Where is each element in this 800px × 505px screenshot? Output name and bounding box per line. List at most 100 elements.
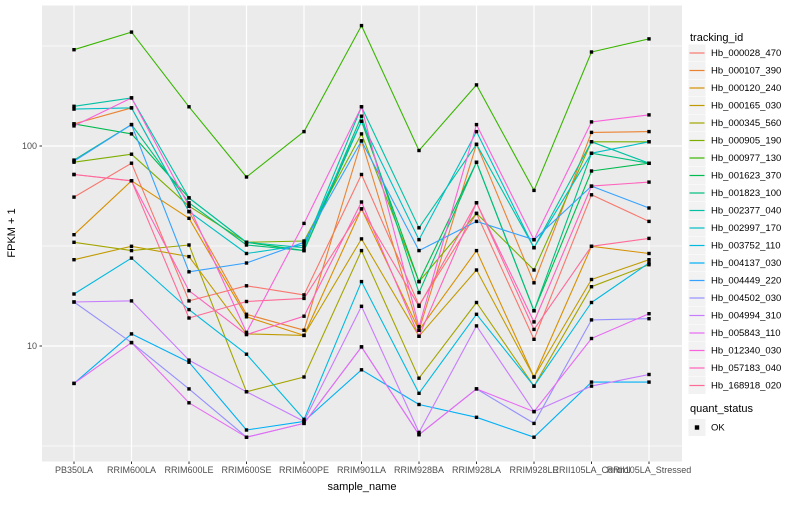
data-point — [302, 333, 306, 338]
x-tick-label: RRIM600SE — [221, 465, 271, 475]
legend-label: Hb_005843_110 — [711, 328, 781, 339]
data-point — [72, 233, 76, 237]
data-point — [244, 175, 249, 179]
data-point — [302, 419, 306, 424]
x-tick-label: RRIM600LE — [164, 465, 213, 475]
y-axis-title: FPKM + 1 — [6, 208, 18, 257]
data-point — [474, 248, 479, 253]
quant-status-item: OK — [688, 419, 725, 436]
x-tick-label: RRII105LA_Stressed — [607, 465, 692, 475]
data-point — [72, 195, 76, 199]
data-point — [647, 113, 651, 117]
data-point — [187, 387, 191, 391]
data-point — [532, 409, 536, 414]
data-point — [187, 360, 191, 364]
legend-entry-Hb_168918_020: Hb_168918_020 — [688, 377, 781, 394]
legend-label: OK — [711, 423, 725, 434]
data-point — [589, 151, 594, 155]
data-point — [589, 277, 594, 282]
x-tick-label: RRII105LA_Control — [552, 465, 630, 475]
data-point — [129, 340, 134, 345]
data-point — [647, 140, 651, 144]
x-tick-label: PB350LA — [55, 465, 93, 475]
data-point — [187, 204, 191, 208]
data-point — [302, 248, 306, 253]
data-point — [589, 336, 594, 341]
data-point — [72, 122, 76, 126]
data-point — [72, 172, 76, 177]
legend-entry-Hb_004502_030: Hb_004502_030 — [688, 289, 781, 307]
data-point — [532, 281, 536, 285]
legend-entry-Hb_000028_470: Hb_000028_470 — [688, 44, 781, 62]
data-point — [244, 435, 249, 439]
data-point — [589, 184, 594, 188]
legend-entry-Hb_002377_040: Hb_002377_040 — [688, 202, 781, 219]
data-point — [244, 352, 249, 356]
data-point — [244, 330, 249, 335]
data-point — [647, 206, 651, 210]
data-point — [129, 122, 134, 127]
series-points-Hb_005843_110 — [72, 312, 651, 439]
legend-entry-Hb_005843_110: Hb_005843_110 — [688, 324, 781, 342]
data-point — [244, 284, 249, 288]
data-point — [72, 300, 76, 304]
legend-entry-Hb_000165_030: Hb_000165_030 — [688, 97, 781, 114]
data-point — [244, 428, 249, 432]
data-point — [187, 299, 191, 303]
data-point — [359, 105, 364, 109]
data-point — [359, 237, 364, 241]
data-point — [532, 188, 536, 193]
data-point — [244, 251, 249, 256]
data-point — [244, 240, 249, 244]
legend-label: Hb_000120_240 — [711, 83, 781, 94]
legend-entry-Hb_002997_170: Hb_002997_170 — [688, 219, 781, 237]
data-point — [187, 307, 191, 312]
quant-status-title: quant_status — [690, 403, 753, 415]
series-points-Hb_003752_110 — [72, 256, 651, 421]
legend-label: Hb_002997_170 — [711, 223, 781, 234]
data-point — [359, 119, 364, 123]
legend-entry-Hb_001623_370: Hb_001623_370 — [688, 167, 781, 184]
data-point — [474, 211, 479, 216]
data-point — [244, 261, 249, 265]
data-point — [72, 292, 76, 296]
axes: 10 100 PB350LA RRIM600LA RRIM600LE RRIM600SE R… — [22, 141, 691, 475]
data-point — [589, 300, 594, 305]
data-point — [72, 381, 76, 386]
data-point — [474, 268, 479, 272]
data-point — [129, 30, 134, 34]
data-point — [474, 142, 479, 146]
legend-entry-Hb_001823_100: Hb_001823_100 — [688, 184, 781, 202]
quant-status-marker — [694, 425, 700, 430]
data-point — [129, 161, 134, 165]
legend-label: Hb_000345_560 — [711, 118, 781, 129]
data-point — [589, 130, 594, 135]
data-point — [129, 332, 134, 336]
data-point — [244, 312, 249, 316]
x-tick-label: RRIM928LA — [452, 465, 501, 475]
data-point — [359, 304, 364, 308]
series-points-Hb_002997_170 — [72, 106, 651, 256]
data-point — [647, 263, 651, 267]
data-point — [302, 421, 306, 426]
data-point — [417, 290, 421, 295]
legend-entry-Hb_004449_220: Hb_004449_220 — [688, 272, 781, 289]
legend-title: tracking_id — [690, 32, 743, 44]
data-point — [647, 312, 651, 316]
data-point — [474, 219, 479, 224]
x-axis-title: sample_name — [327, 481, 396, 493]
data-point — [647, 219, 651, 224]
y-tick-label: 10 — [27, 341, 37, 351]
data-point — [417, 430, 421, 435]
data-point — [72, 107, 76, 111]
data-point — [129, 132, 134, 136]
data-point — [359, 114, 364, 118]
data-point — [417, 334, 421, 338]
legend-label: Hb_000165_030 — [711, 101, 781, 112]
legend-label: Hb_003752_110 — [711, 241, 781, 252]
data-point — [302, 296, 306, 301]
data-point — [72, 258, 76, 262]
data-point — [647, 317, 651, 321]
quant-status-entry: OK — [688, 419, 725, 436]
x-tick-label: RRIM901LA — [337, 465, 386, 475]
